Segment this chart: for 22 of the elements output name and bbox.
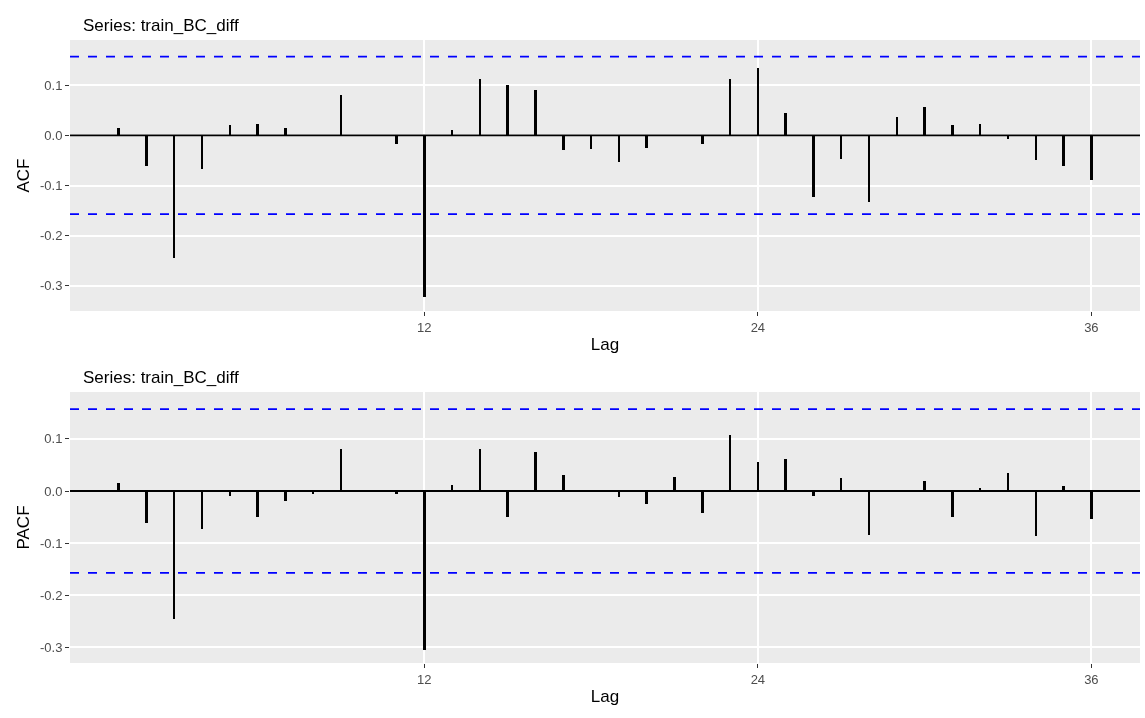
y-tick-label: -0.3 <box>39 278 63 294</box>
y-tick-label: 0.1 <box>44 77 63 93</box>
x-axis-title: Lag <box>590 335 620 355</box>
y-tick-label: -0.3 <box>39 639 63 655</box>
y-axis-title: PACF <box>13 505 33 550</box>
y-tick-label: 0.0 <box>44 483 63 499</box>
chart-title: Series: train_BC_diff <box>83 16 239 35</box>
x-tick-label: 24 <box>750 319 766 335</box>
y-tick-label: -0.2 <box>39 587 63 603</box>
y-tick-label: 0.0 <box>44 127 63 143</box>
x-tick-label: 36 <box>1084 671 1099 687</box>
y-tick-label: -0.1 <box>39 178 63 194</box>
y-tick-label: 0.1 <box>44 431 63 447</box>
y-axis-title: ACF <box>13 158 33 193</box>
x-tick-label: 36 <box>1084 319 1099 335</box>
x-tick-label: 24 <box>750 671 766 687</box>
chart-title: Series: train_BC_diff <box>83 368 239 387</box>
x-axis-title: Lag <box>590 687 620 706</box>
y-tick-label: -0.1 <box>39 535 63 551</box>
x-tick-label: 12 <box>417 671 432 687</box>
y-tick-label: -0.2 <box>39 228 63 244</box>
x-tick-label: 12 <box>417 319 432 335</box>
